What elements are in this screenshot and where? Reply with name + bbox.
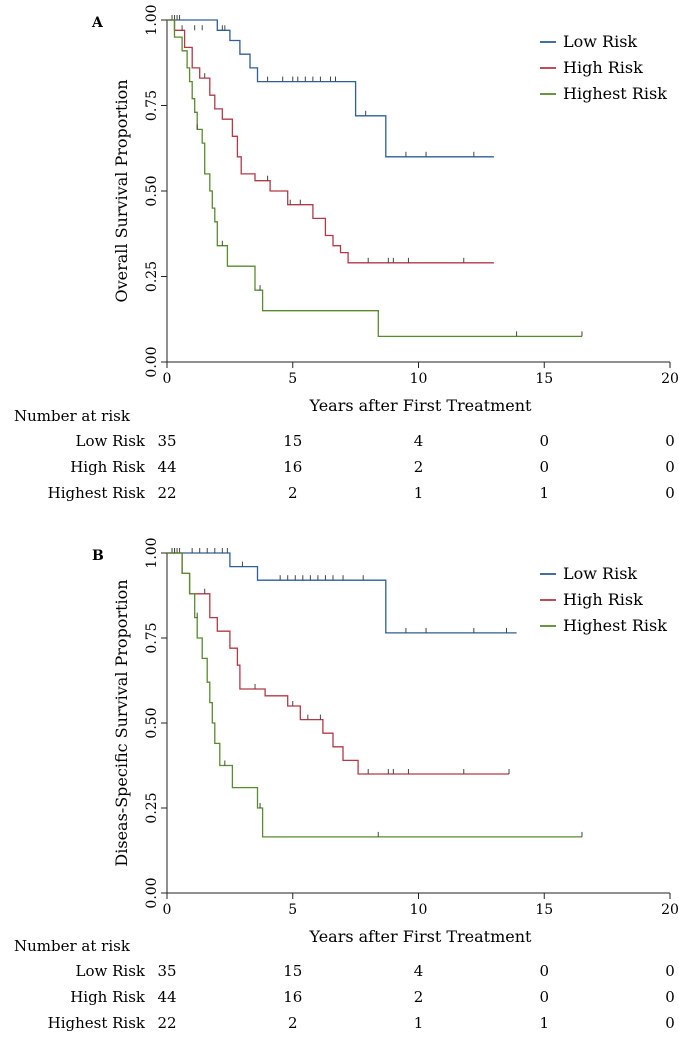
y-tick-label: 1.00	[144, 4, 160, 35]
series-line-low-risk	[167, 19, 494, 158]
legend-label-high-risk: High Risk	[563, 58, 643, 77]
risk-row-label: Low Risk	[76, 432, 146, 450]
y-tick-label: 0.75	[144, 622, 160, 653]
y-axis-title: Diseas-Specific Survival Proportion	[112, 579, 131, 866]
risk-count: 0	[539, 458, 549, 476]
x-tick-label: 15	[535, 371, 553, 387]
risk-count: 1	[414, 1014, 424, 1032]
legend-label-highest-risk: Highest Risk	[563, 84, 667, 103]
risk-count: 35	[157, 432, 176, 450]
x-tick-label: 0	[163, 902, 172, 918]
risk-table-title: Number at risk	[14, 937, 131, 955]
risk-count: 4	[414, 962, 424, 980]
risk-count: 22	[157, 484, 176, 502]
x-tick-label: 20	[661, 371, 679, 387]
risk-count: 0	[539, 962, 549, 980]
risk-count: 0	[665, 988, 675, 1006]
x-axis-title: Years after First Treatment	[309, 396, 533, 415]
y-tick-label: 0.00	[144, 877, 160, 908]
series-line-highest-risk	[167, 552, 582, 838]
y-tick-label: 0.25	[144, 792, 160, 823]
series-line-highest-risk	[167, 19, 582, 338]
y-tick-label: 1.00	[144, 537, 160, 568]
x-tick-label: 15	[535, 902, 553, 918]
risk-count: 2	[288, 1014, 298, 1032]
risk-row-label: Highest Risk	[48, 484, 146, 502]
risk-table-title: Number at risk	[14, 407, 131, 425]
risk-count: 44	[157, 458, 176, 476]
x-tick-label: 5	[288, 902, 297, 918]
legend-label-low-risk: Low Risk	[563, 564, 637, 583]
risk-count: 1	[539, 1014, 549, 1032]
risk-count: 1	[414, 484, 424, 502]
risk-count: 0	[665, 1014, 675, 1032]
x-tick-label: 10	[410, 902, 428, 918]
series-line-high-risk	[167, 552, 509, 775]
risk-count: 35	[157, 962, 176, 980]
risk-count: 44	[157, 988, 176, 1006]
risk-count: 1	[539, 484, 549, 502]
risk-count: 4	[414, 432, 424, 450]
panel-letter: A	[91, 15, 104, 31]
risk-count: 2	[414, 458, 424, 476]
risk-count: 15	[283, 962, 302, 980]
y-tick-label: 0.50	[144, 175, 160, 206]
risk-count: 0	[539, 432, 549, 450]
risk-count: 15	[283, 432, 302, 450]
risk-count: 0	[665, 962, 675, 980]
y-axis-title: Overall Survival Proportion	[112, 79, 131, 302]
risk-count: 0	[665, 484, 675, 502]
x-tick-label: 0	[163, 371, 172, 387]
series-line-low-risk	[167, 552, 517, 634]
panel-letter: B	[92, 548, 104, 564]
risk-count: 0	[539, 988, 549, 1006]
risk-count: 0	[665, 432, 675, 450]
y-tick-label: 0.75	[144, 90, 160, 121]
y-tick-label: 0.00	[144, 346, 160, 377]
risk-count: 2	[414, 988, 424, 1006]
y-tick-label: 0.25	[144, 261, 160, 292]
risk-row-label: High Risk	[70, 988, 146, 1006]
risk-count: 0	[665, 458, 675, 476]
x-tick-label: 5	[288, 371, 297, 387]
risk-count: 16	[283, 988, 302, 1006]
risk-row-label: Highest Risk	[48, 1014, 146, 1032]
legend-label-highest-risk: Highest Risk	[563, 616, 667, 635]
risk-count: 22	[157, 1014, 176, 1032]
x-tick-label: 20	[661, 902, 679, 918]
legend-label-low-risk: Low Risk	[563, 32, 637, 51]
y-tick-label: 0.50	[144, 707, 160, 738]
risk-row-label: Low Risk	[76, 962, 146, 980]
risk-row-label: High Risk	[70, 458, 146, 476]
legend-label-high-risk: High Risk	[563, 590, 643, 609]
risk-count: 2	[288, 484, 298, 502]
series-line-high-risk	[167, 19, 494, 264]
x-axis-title: Years after First Treatment	[309, 927, 533, 946]
risk-count: 16	[283, 458, 302, 476]
x-tick-label: 10	[410, 371, 428, 387]
